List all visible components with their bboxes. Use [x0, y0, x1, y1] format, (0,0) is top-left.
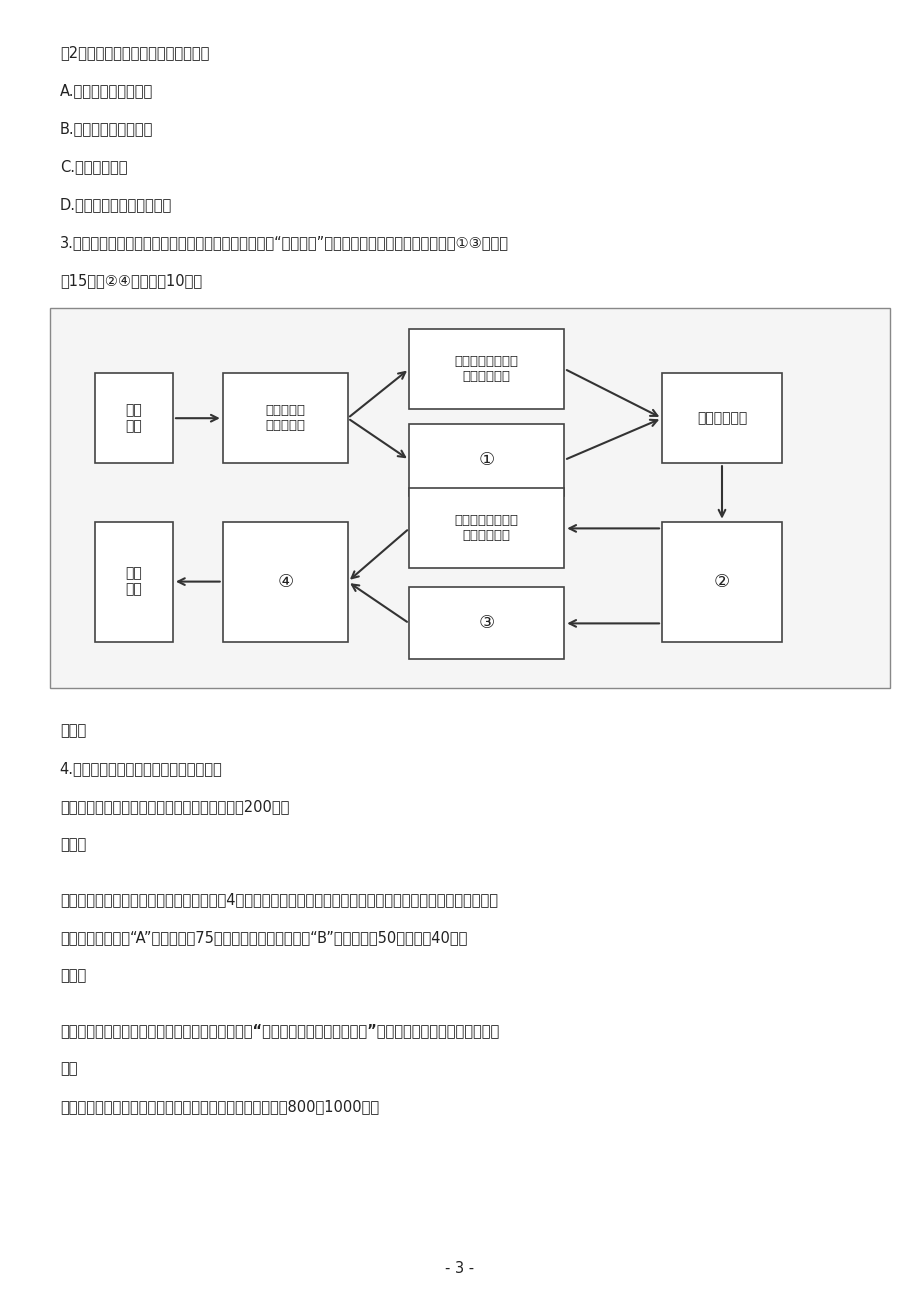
- Text: 问题三: 问题三: [60, 837, 86, 852]
- Text: ④: ④: [277, 572, 293, 591]
- Text: 陆地集中到
低纬度地区: 陆地集中到 低纬度地区: [265, 405, 305, 432]
- Text: 问题二: 问题二: [60, 723, 86, 738]
- Bar: [662, 522, 781, 641]
- Text: C.减少温室效应: C.减少温室效应: [60, 159, 127, 174]
- Text: 要求：观点鲜明，论证充分，逻辑严谨，语言流畅，字数：800～1000字。: 要求：观点鲜明，论证充分，逻辑严谨，语言流畅，字数：800～1000字。: [60, 1099, 379, 1114]
- Bar: [409, 329, 563, 409]
- Text: 文。: 文。: [60, 1062, 77, 1076]
- Bar: [95, 373, 173, 463]
- Text: A.维持了大气层的温度: A.维持了大气层的温度: [60, 83, 153, 98]
- Text: 阅读给定材料（材料２），指出其中存在的4处论证错误并分别说明理由。请在答题卡上按序号分条作答，每一条: 阅读给定材料（材料２），指出其中存在的4处论证错误并分别说明理由。请在答题卡上按…: [60, 892, 497, 907]
- Text: 雪球
事件: 雪球 事件: [126, 566, 142, 597]
- Text: D.促使温室气体进入岔石圈: D.促使温室气体进入岔石圈: [60, 196, 172, 212]
- Text: 3.根据文章（材料１），在答题卡相应的题号位置填补“雪球事件”形成的因果链示意图的缺项，其中①③均不超: 3.根据文章（材料１），在答题卡相应的题号位置填补“雪球事件”形成的因果链示意图…: [60, 235, 508, 250]
- Text: ①: ①: [478, 451, 494, 468]
- Bar: [222, 373, 347, 463]
- Text: 过15字，②④均不超过10字。: 过15字，②④均不超过10字。: [60, 273, 201, 288]
- Bar: [50, 308, 889, 688]
- Text: - 3 -: - 3 -: [445, 1261, 474, 1276]
- Text: 4.请给本文（材料１）写一篇内容摘要。: 4.请给本文（材料１）写一篇内容摘要。: [60, 761, 222, 775]
- Bar: [222, 522, 347, 641]
- Text: ③: ③: [478, 614, 494, 632]
- Text: 环境温度下降: 环境温度下降: [696, 411, 746, 425]
- Bar: [409, 424, 563, 496]
- Text: 板块
漂移: 板块 漂移: [126, 403, 142, 433]
- Text: ②: ②: [713, 572, 730, 591]
- Text: （2）岔石圈风化对大气层的影响有：: （2）岔石圈风化对大气层的影响有：: [60, 46, 209, 60]
- Text: 先将论证错误写在“A”处（不超过75字），再将相应理由写在“B”处（不超过50字）。（40分）: 先将论证错误写在“A”处（不超过75字），再将相应理由写在“B”处（不超过50字…: [60, 930, 467, 945]
- Bar: [409, 587, 563, 660]
- Bar: [409, 488, 563, 569]
- Text: 阳光反射增强导致
热量输入减少: 阳光反射增强导致 热量输入减少: [454, 514, 518, 543]
- Text: 参考上述材料（材料３），结合当前社会实际，以“科学需要快一点还是慢一点”为话题，自拟标题，写一篇议论: 参考上述材料（材料３），结合当前社会实际，以“科学需要快一点还是慢一点”为话题，…: [60, 1023, 498, 1038]
- Bar: [662, 373, 781, 463]
- Text: 问题四: 问题四: [60, 968, 86, 984]
- Bar: [95, 522, 173, 641]
- Text: B.改良了大气层的结构: B.改良了大气层的结构: [60, 121, 153, 137]
- Text: 要求：概括准确、条理清晰、文字简洁，不超过200字。: 要求：概括准确、条理清晰、文字简洁，不超过200字。: [60, 799, 289, 814]
- Text: 阳光反射增强导致
热量输入减少: 阳光反射增强导致 热量输入减少: [454, 355, 518, 382]
